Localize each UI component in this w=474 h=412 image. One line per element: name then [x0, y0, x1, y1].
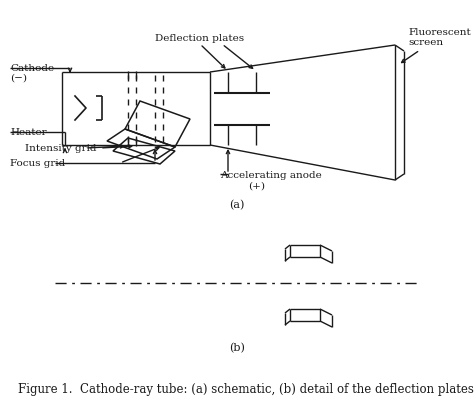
- Text: Figure 1.  Cathode-ray tube: (a) schematic, (b) detail of the deflection plates.: Figure 1. Cathode-ray tube: (a) schemati…: [18, 384, 474, 396]
- Text: Deflection plates: Deflection plates: [155, 33, 244, 42]
- Text: Accelerating anode: Accelerating anode: [220, 171, 322, 180]
- Text: (+): (+): [248, 182, 265, 190]
- Text: Focus grid: Focus grid: [10, 159, 65, 168]
- Text: (−): (−): [10, 73, 27, 82]
- Text: (a): (a): [229, 200, 245, 210]
- Text: screen: screen: [408, 37, 443, 47]
- Text: Heater: Heater: [10, 127, 46, 136]
- Text: (b): (b): [229, 343, 245, 353]
- Text: Cathode: Cathode: [10, 63, 54, 73]
- Text: Fluorescent: Fluorescent: [408, 28, 471, 37]
- Text: Intensity grid: Intensity grid: [25, 143, 97, 152]
